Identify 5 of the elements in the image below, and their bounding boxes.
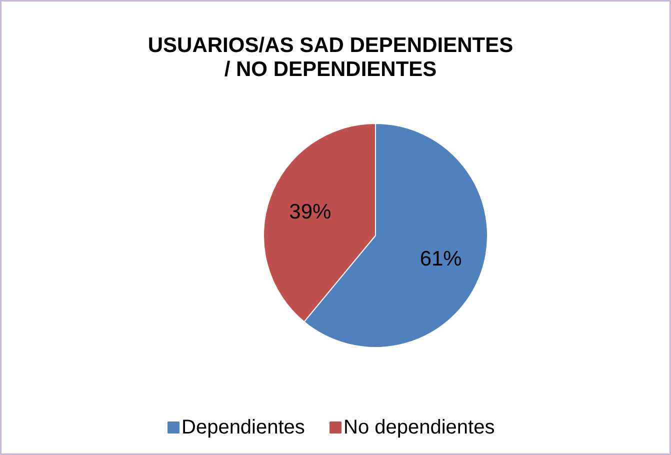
- data-label: 39%: [289, 200, 332, 224]
- chart-title: USUARIOS/AS SAD DEPENDIENTES / NO DEPENDIENTES: [148, 34, 514, 81]
- legend-label: Dependientes: [182, 416, 305, 438]
- data-label: 61%: [420, 248, 462, 271]
- legend-label: No dependientes: [344, 416, 495, 438]
